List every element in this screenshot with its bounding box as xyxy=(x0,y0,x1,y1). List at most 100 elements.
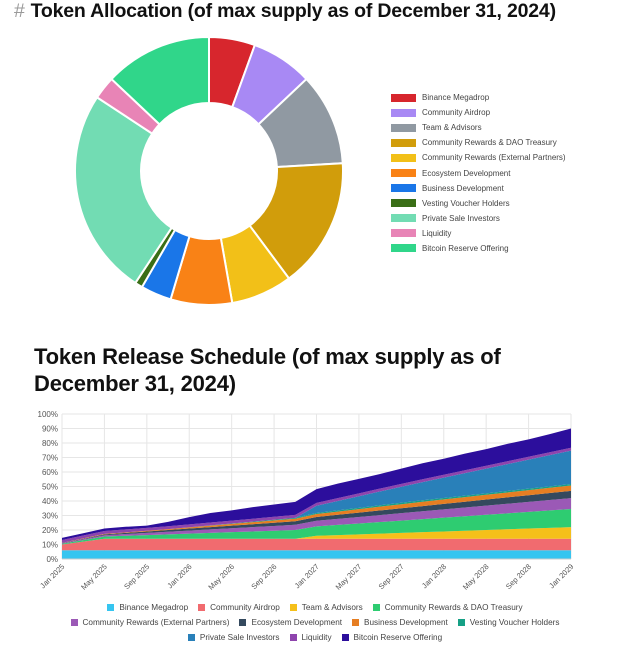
legend-item-team-and-advisors[interactable]: Team & Advisors xyxy=(289,603,363,612)
legend-row: Community Rewards (External Partners) Eco… xyxy=(20,615,610,630)
heading-hash: # xyxy=(14,0,25,22)
area-ecosystem-development[interactable] xyxy=(62,490,571,544)
allocation-heading: # Token Allocation (of max supply as of D… xyxy=(14,0,556,23)
legend-label: Private Sale Investors xyxy=(422,213,500,223)
area-community-airdrop[interactable] xyxy=(62,538,571,551)
legend-swatch xyxy=(391,123,416,132)
legend-item-bitcoin-reserve-offering[interactable]: Bitcoin Reserve Offering xyxy=(341,633,443,642)
legend-swatch xyxy=(352,619,360,626)
area-community-rewards-external-partners[interactable] xyxy=(62,498,571,544)
legend-swatch xyxy=(372,604,380,611)
legend-swatch xyxy=(239,619,247,626)
legend-swatch xyxy=(391,169,416,178)
legend-swatch xyxy=(391,108,416,117)
allocation-donut-chart xyxy=(74,35,344,306)
legend-label: Ecosystem Development xyxy=(251,618,343,627)
y-tick-label: 100% xyxy=(38,410,58,419)
legend-label: Vesting Voucher Holders xyxy=(469,618,560,627)
legend-swatch xyxy=(289,634,297,641)
area-community-rewards-and-dao-treasury[interactable] xyxy=(62,508,571,545)
legend-label: Team & Advisors xyxy=(422,123,482,133)
legend-item-community-airdrop[interactable]: Community Airdrop xyxy=(391,105,566,120)
x-tick-label: Jan 2025 xyxy=(38,562,66,590)
release-schedule-area-chart: 0% 10% 20% 30% 40% 50% 60% 70% 80% 90% 100% Jan 202… xyxy=(38,410,576,592)
y-tick-label: 30% xyxy=(42,512,58,521)
y-tick-label: 40% xyxy=(42,497,58,506)
legend-item-liquidity[interactable]: Liquidity xyxy=(289,633,332,642)
x-tick-label: Jan 2028 xyxy=(420,562,448,590)
legend-item-community-airdrop[interactable]: Community Airdrop xyxy=(198,603,280,612)
slice-bitcoin-reserve-offering[interactable] xyxy=(110,35,210,126)
legend-swatch xyxy=(70,619,78,626)
x-tick-label: Jan 2027 xyxy=(293,562,321,590)
legend-label: Bitcoin Reserve Offering xyxy=(422,243,509,253)
y-tick-label: 50% xyxy=(42,483,58,492)
legend-label: Ecosystem Development xyxy=(422,168,511,178)
x-tick-label: May 2028 xyxy=(461,562,491,592)
legend-label: Vesting Voucher Holders xyxy=(422,198,510,208)
x-tick-label: Sep 2027 xyxy=(377,562,406,591)
x-tick-label: May 2025 xyxy=(79,562,109,592)
legend-label: Community Airdrop xyxy=(210,603,280,612)
legend-swatch xyxy=(391,184,416,193)
legend-item-vesting-voucher-holders[interactable]: Vesting Voucher Holders xyxy=(391,196,566,211)
legend-swatch xyxy=(391,244,416,253)
legend-item-community-rewards-and-dao-treasury[interactable]: Community Rewards & DAO Treasury xyxy=(372,603,523,612)
legend-label: Bitcoin Reserve Offering xyxy=(353,633,443,642)
legend-swatch xyxy=(391,214,416,223)
legend-item-private-sale-investors[interactable]: Private Sale Investors xyxy=(187,633,280,642)
legend-label: Community Rewards (External Partners) xyxy=(82,618,230,627)
area-binance-megadrop[interactable] xyxy=(62,550,571,559)
slice-private-sale-investors[interactable] xyxy=(74,95,174,285)
legend-label: Binance Megadrop xyxy=(119,603,189,612)
legend-item-vesting-voucher-holders[interactable]: Vesting Voucher Holders xyxy=(457,618,560,627)
y-tick-label: 70% xyxy=(42,454,58,463)
area-vesting-voucher-holders[interactable] xyxy=(62,484,571,543)
legend-label: Business Development xyxy=(364,618,448,627)
legend-item-ecosystem-development[interactable]: Ecosystem Development xyxy=(239,618,342,627)
legend-swatch xyxy=(107,604,115,611)
legend-label: Community Rewards (External Partners) xyxy=(422,153,566,163)
legend-swatch xyxy=(391,199,416,208)
legend-item-community-rewards-and-dao-treasury[interactable]: Community Rewards & DAO Treasury xyxy=(391,135,566,150)
area-bitcoin-reserve-offering[interactable] xyxy=(62,428,571,541)
area-business-development[interactable] xyxy=(62,485,571,544)
legend-label: Liquidity xyxy=(422,228,452,238)
legend-item-business-development[interactable]: Business Development xyxy=(391,181,566,196)
legend-row: Binance Megadrop Community Airdrop Team & … xyxy=(20,600,610,615)
x-tick-label: Jan 2029 xyxy=(547,562,575,590)
legend-item-bitcoin-reserve-offering[interactable]: Bitcoin Reserve Offering xyxy=(391,241,566,256)
legend-item-binance-megadrop[interactable]: Binance Megadrop xyxy=(107,603,188,612)
legend-swatch xyxy=(391,229,416,238)
legend-label: Business Development xyxy=(422,183,504,193)
legend-item-ecosystem-development[interactable]: Ecosystem Development xyxy=(391,165,566,180)
legend-label: Community Rewards & DAO Treasury xyxy=(422,138,557,148)
legend-item-private-sale-investors[interactable]: Private Sale Investors xyxy=(391,211,566,226)
legend-label: Team & Advisors xyxy=(301,603,363,612)
legend-swatch xyxy=(457,619,465,626)
legend-item-business-development[interactable]: Business Development xyxy=(352,618,448,627)
y-tick-label: 0% xyxy=(46,555,58,564)
legend-item-team-and-advisors[interactable]: Team & Advisors xyxy=(391,120,566,135)
legend-label: Private Sale Investors xyxy=(199,633,280,642)
x-tick-label: Sep 2028 xyxy=(504,562,533,591)
y-tick-label: 90% xyxy=(42,425,58,434)
x-tick-label: May 2026 xyxy=(206,562,236,592)
legend-item-binance-megadrop[interactable]: Binance Megadrop xyxy=(391,90,566,105)
legend-label: Liquidity xyxy=(301,633,332,642)
legend-label: Binance Megadrop xyxy=(422,93,490,103)
legend-row: Private Sale Investors Liquidity Bitcoin R… xyxy=(20,630,610,645)
legend-item-community-rewards-external-partners[interactable]: Community Rewards (External Partners) xyxy=(391,150,566,165)
legend-label: Community Rewards & DAO Treasury xyxy=(384,603,523,612)
y-tick-label: 80% xyxy=(42,439,58,448)
allocation-title: Token Allocation (of max supply as of De… xyxy=(30,0,556,22)
legend-label: Community Airdrop xyxy=(422,108,491,118)
legend-swatch xyxy=(391,153,416,162)
legend-swatch xyxy=(391,93,416,102)
x-tick-label: Jan 2026 xyxy=(165,562,193,590)
legend-swatch xyxy=(391,138,416,147)
legend-item-liquidity[interactable]: Liquidity xyxy=(391,226,566,241)
legend-item-community-rewards-external-partners[interactable]: Community Rewards (External Partners) xyxy=(70,618,230,627)
legend-swatch xyxy=(198,604,206,611)
y-tick-label: 60% xyxy=(42,468,58,477)
